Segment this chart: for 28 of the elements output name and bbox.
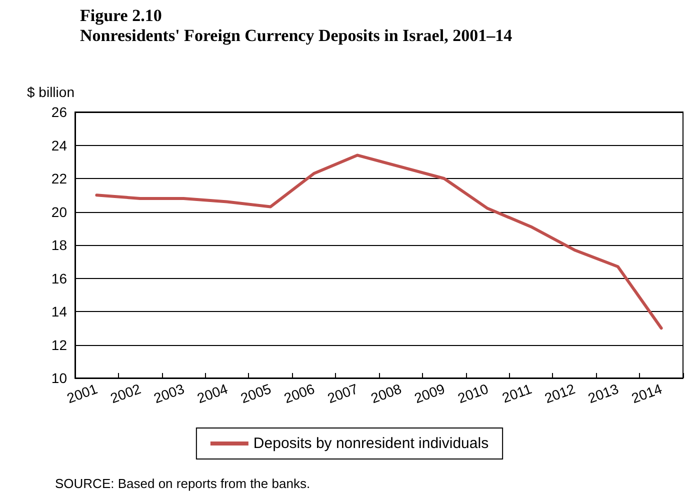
x-tick-label: 2009 xyxy=(412,380,448,406)
x-tick-label: 2003 xyxy=(152,380,186,406)
x-tick-label: 2011 xyxy=(500,380,534,406)
x-tick-label: 2010 xyxy=(456,380,490,406)
x-tick-label: 2012 xyxy=(542,380,578,406)
y-tick-label: 20 xyxy=(51,204,68,220)
x-tick-label: 2008 xyxy=(368,380,404,406)
line-series xyxy=(95,154,663,330)
chart-title: Figure 2.10 xyxy=(80,6,162,25)
chart-subtitle: Nonresidents' Foreign Currency Deposits in Israel, 2001–14 xyxy=(80,26,513,45)
x-tick-label: 2007 xyxy=(325,380,360,406)
y-tick-label: 24 xyxy=(51,137,68,154)
y-tick-label: 12 xyxy=(51,336,68,353)
y-tick-label: 16 xyxy=(51,270,68,286)
y-tick-label: 14 xyxy=(51,304,68,320)
x-tick-label: 2005 xyxy=(238,380,274,406)
legend-label: Deposits by nonresident individuals xyxy=(253,435,489,452)
x-tick-label: 2014 xyxy=(629,380,664,406)
x-tick-label: 2002 xyxy=(108,380,144,406)
x-tick-label: 2006 xyxy=(282,380,317,406)
y-axis-title: $ billion xyxy=(27,84,74,100)
y-tick-label: 10 xyxy=(51,370,68,386)
y-tick-label: 26 xyxy=(51,104,68,120)
y-tick-label: 18 xyxy=(51,237,68,253)
x-tick-label: 2004 xyxy=(194,380,230,406)
source-note: SOURCE: Based on reports from the banks. xyxy=(55,476,310,491)
y-tick-label: 22 xyxy=(51,170,68,186)
x-tick-label: 2013 xyxy=(586,380,621,406)
